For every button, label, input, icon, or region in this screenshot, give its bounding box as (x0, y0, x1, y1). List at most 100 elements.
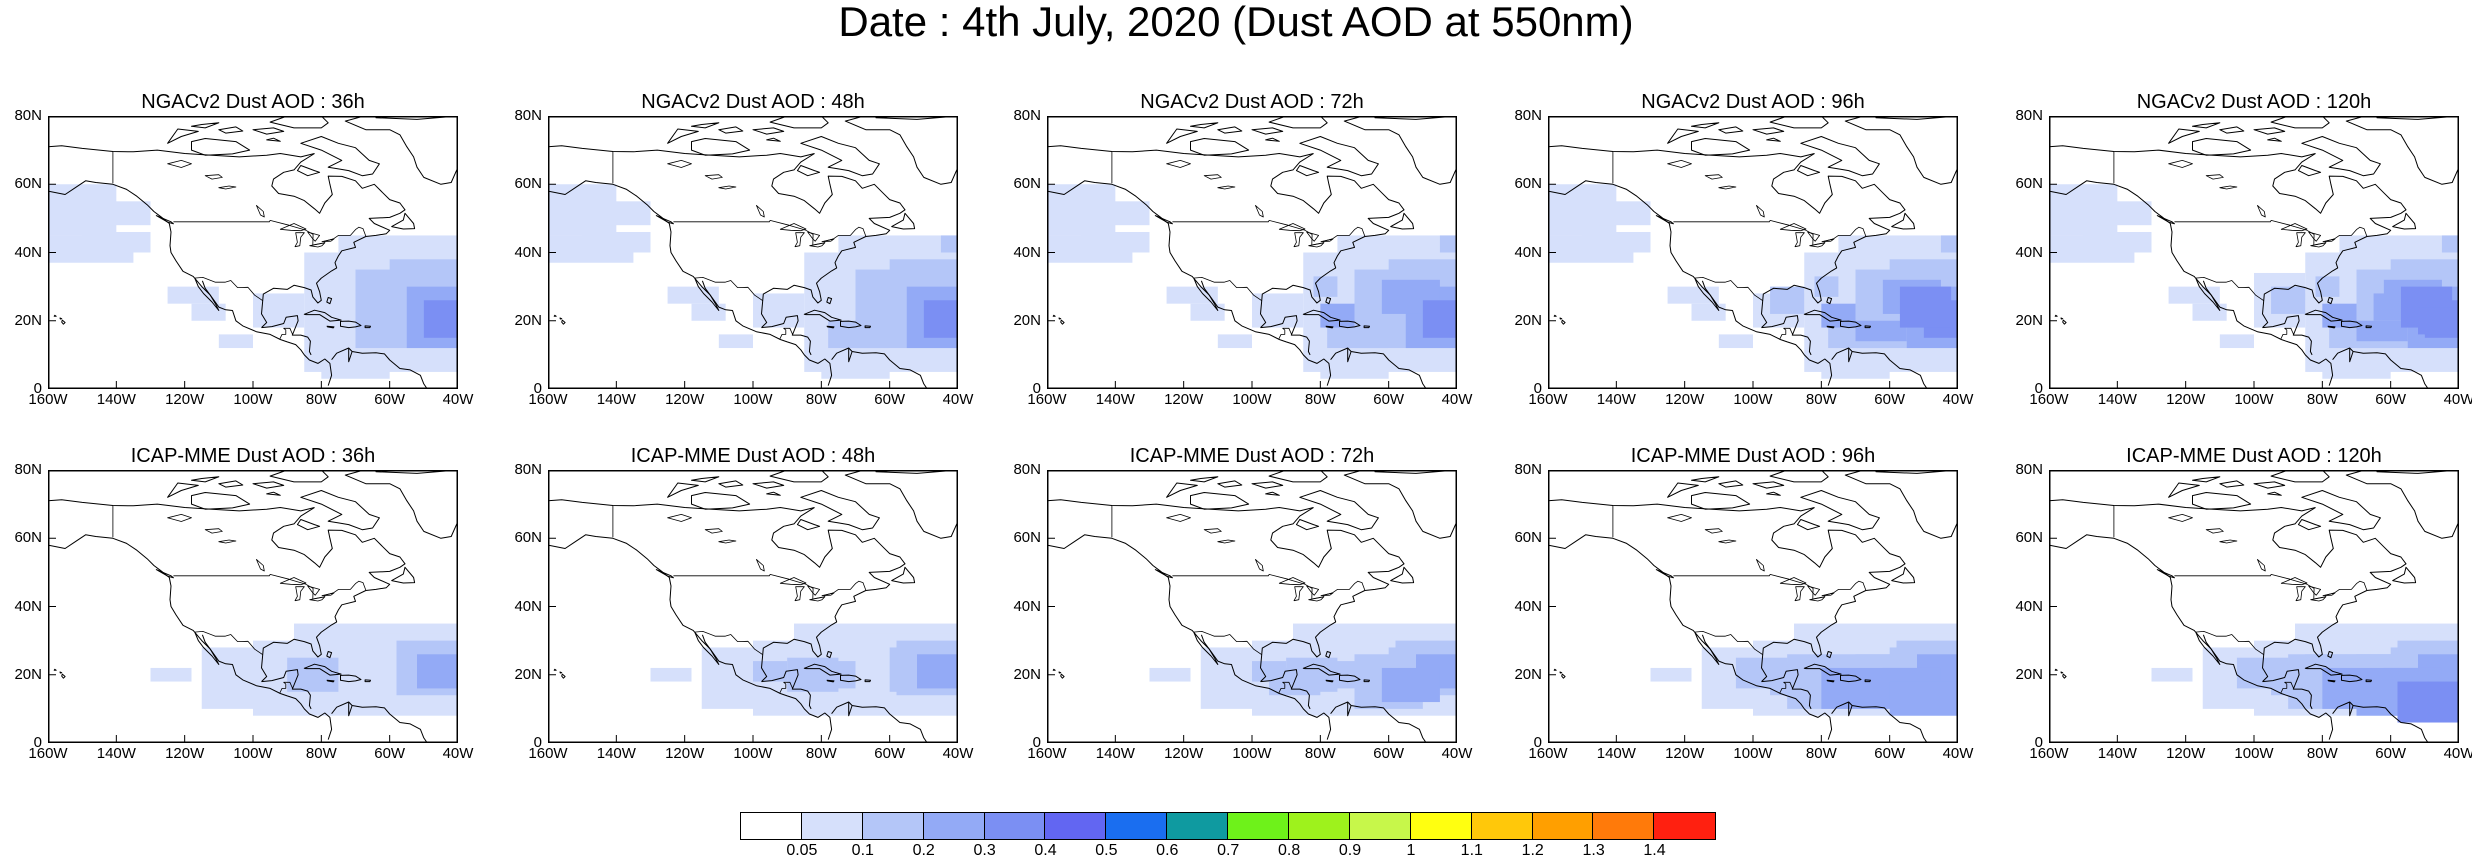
island-outline (2327, 651, 2334, 659)
island-outline (796, 165, 821, 177)
island-outline (840, 674, 862, 683)
colorbar-label: 0.05 (786, 842, 818, 859)
y-tick-label: 20N (1514, 665, 1542, 683)
coastline (48, 499, 315, 512)
country-border (289, 682, 294, 690)
lake-outline (309, 242, 326, 248)
x-tick-label: 60W (1874, 745, 1906, 762)
country-border (694, 630, 763, 655)
island-outline (1166, 482, 1198, 498)
y-tick-label: 80N (514, 461, 542, 478)
dust-cell (701, 647, 760, 709)
dust-cell (2083, 232, 2152, 253)
island-outline (1691, 122, 1720, 129)
x-tick-label: 80W (305, 745, 337, 762)
coastline (694, 632, 720, 665)
coastline (1694, 278, 1720, 311)
panel-title: NGACv2 Dust AOD : 72h (1140, 91, 1364, 113)
panel-title: ICAP-MME Dust AOD : 120h (2126, 445, 2382, 467)
island-outline (691, 122, 720, 129)
x-tick-label: 160W (1528, 391, 1568, 408)
lake-outline (1755, 559, 1765, 572)
lake-outline (1704, 528, 1723, 534)
country-border (1278, 327, 1290, 340)
dust-cell (1217, 334, 1252, 349)
map-plot (48, 116, 458, 389)
y-tick-label: 20N (514, 665, 542, 683)
coastline (1047, 534, 1332, 740)
island-outline (1374, 470, 1457, 474)
island-outline (691, 476, 720, 483)
dust-cell (1320, 354, 1389, 379)
island-outline (1295, 519, 1320, 531)
y-tick-label: 20N (514, 311, 542, 329)
island-outline (561, 319, 566, 325)
y-tick-label: 60N (514, 529, 542, 547)
island-outline (1891, 212, 1916, 230)
colorbar (740, 812, 1717, 840)
x-tick-label: 80W (2306, 391, 2338, 408)
coastline (1260, 669, 1311, 710)
dust-cell (1899, 286, 1952, 328)
x-tick-label: 80W (1805, 391, 1837, 408)
coastline (48, 534, 333, 740)
country-border (194, 276, 263, 301)
x-tick-label: 100W (1232, 745, 1272, 762)
island-outline (718, 126, 744, 134)
island-outline (2062, 673, 2067, 679)
island-outline (1302, 663, 1341, 676)
lake-outline (807, 231, 821, 242)
country-border (1673, 220, 1867, 246)
coastline (48, 145, 315, 158)
map-panel-3: NGACv2 Dust AOD : 72h 80N 60N 40N 20N 0 160W 1… (1013, 90, 1472, 408)
coastline (261, 315, 312, 356)
colorbar-swatch (1471, 813, 1533, 839)
country-border (2280, 681, 2292, 694)
map-panel-1: NGACv2 Dust AOD : 36h 80N 60N 40N 20N 0 160W 1… (14, 90, 473, 408)
island-outline (1217, 480, 1243, 488)
island-outline (2219, 126, 2245, 134)
colorbar-swatch (1532, 813, 1594, 839)
dust-cell (1320, 303, 1355, 328)
y-tick-label: 60N (1013, 529, 1041, 547)
dust-cell (1422, 300, 1457, 338)
coastline (548, 145, 815, 158)
colorbar-swatch (1289, 813, 1350, 839)
map-frame (548, 470, 958, 743)
dust-cell (2322, 303, 2357, 328)
island-outline (2054, 314, 2058, 317)
x-tick-label: 140W (1095, 745, 1135, 762)
y-tick-label: 40N (1013, 597, 1041, 615)
island-outline (1060, 319, 1065, 325)
island-outline (2156, 569, 2175, 579)
island-outline (1154, 569, 1173, 579)
panel-title: NGACv2 Dust AOD : 120h (2136, 91, 2372, 113)
map-plot (1548, 470, 1958, 743)
island-outline (2301, 136, 2381, 177)
dust-cell (821, 354, 890, 379)
y-tick-label: 40N (1514, 243, 1542, 261)
island-outline (296, 165, 321, 177)
island-outline (364, 679, 371, 683)
island-outline (875, 470, 958, 474)
lake-outline (1203, 528, 1222, 534)
lake-outline (1278, 223, 1306, 232)
island-outline (1363, 679, 1370, 683)
colorbar-swatch (741, 813, 802, 839)
country-border (779, 327, 791, 340)
island-outline (1217, 126, 1243, 134)
dust-cell (2151, 667, 2193, 682)
dust-cell (1582, 232, 1651, 253)
x-tick-label: 80W (1304, 745, 1336, 762)
country-border (2174, 574, 2368, 600)
colorbar-swatch (862, 813, 924, 839)
lake-outline (1254, 559, 1264, 572)
dust-cell (423, 300, 458, 338)
dust-cell (1814, 276, 1839, 297)
island-outline (559, 671, 563, 674)
lake-outline (809, 242, 826, 248)
coastline (761, 153, 906, 328)
island-outline (53, 668, 57, 671)
island-outline (2168, 482, 2200, 498)
coastline (694, 278, 720, 311)
